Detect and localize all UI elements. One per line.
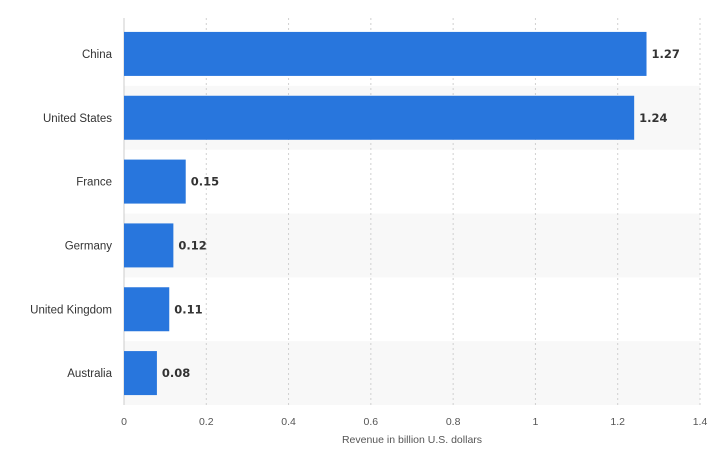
x-axis-title: Revenue in billion U.S. dollars [342,434,482,446]
row-band [124,213,700,278]
x-tick-label: 0.8 [446,416,461,428]
category-label: United States [43,113,112,125]
x-tick-label: 1 [533,416,539,428]
x-tick-label: 1.2 [610,416,625,428]
category-label: China [82,49,113,61]
grid-lines [123,18,701,405]
value-label: 1.24 [639,111,667,125]
bar [124,159,186,204]
x-tick-label: 0 [121,416,127,428]
x-tick-label: 1.4 [693,416,708,428]
bar [124,351,157,396]
value-label: 0.11 [174,302,202,316]
x-tick-label: 0.2 [199,416,214,428]
category-label: Germany [65,240,113,252]
x-tick-labels: 0 0.2 0.4 0.6 0.8 1 1.2 1.4 [121,416,707,428]
value-label: 0.08 [162,366,190,380]
value-label: 1.27 [652,47,680,61]
row-band [124,341,700,405]
value-labels: 1.27 1.24 0.15 0.12 0.11 0.08 [162,47,680,380]
category-label: France [76,177,112,189]
x-tick-label: 0.6 [364,416,379,428]
category-label: United Kingdom [30,304,112,316]
bar [124,287,170,332]
bars [124,31,647,396]
value-label: 0.15 [191,175,219,189]
value-label: 0.12 [178,238,206,252]
bar [124,95,635,140]
x-tick-label: 0.4 [281,416,296,428]
category-label: Australia [67,368,112,380]
bar [124,31,647,76]
category-labels: China United States France Germany United Ki… [30,49,112,380]
bar [124,223,174,268]
